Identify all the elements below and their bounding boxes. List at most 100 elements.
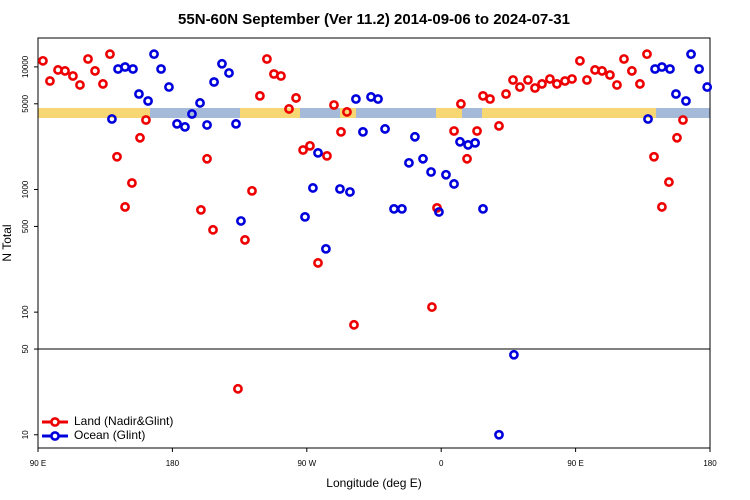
y-tick-label: 500 [21,219,30,233]
point [231,118,241,129]
point [322,150,332,161]
point [342,107,352,117]
point [345,187,355,197]
point [240,235,250,245]
point [143,96,153,106]
point [247,185,257,196]
point [112,151,122,162]
point [619,54,629,64]
point [582,75,592,85]
point [508,75,518,85]
point [209,77,219,87]
point [694,64,704,74]
point [678,115,688,125]
point [501,89,511,99]
x-tick-label: 180 [166,459,180,468]
point [298,145,308,155]
point [494,429,504,440]
point [397,203,407,214]
point [380,124,390,134]
y-tick-label: 1000 [21,180,30,198]
point [427,302,437,312]
point [224,68,234,78]
point [455,136,465,147]
point [657,202,667,212]
point [485,94,495,104]
point [389,203,399,214]
point [349,319,359,330]
point [462,153,472,164]
point [351,94,361,104]
x-tick-label: 180 [703,459,717,468]
x-tick-label: 90 E [567,459,583,468]
point [702,82,713,92]
point [233,383,243,394]
point [217,58,227,69]
point [90,66,100,76]
point [335,184,345,194]
point [128,64,138,74]
point [575,55,585,66]
y-tick-label: 100 [21,305,30,319]
point [313,147,323,158]
point [472,126,482,136]
y-axis-label: N Total [0,224,14,261]
point [120,202,130,212]
point [236,216,246,226]
point [358,126,368,137]
point [686,49,696,60]
point [671,89,681,99]
point [202,153,212,164]
point [127,178,137,188]
point [284,104,294,114]
point [276,71,286,81]
point [537,79,547,89]
point [456,99,466,109]
point [120,62,130,72]
point [426,167,436,177]
point [657,62,667,72]
x-axis-label: Longitude (deg E) [326,476,421,490]
x-tick-label: 90 E [30,459,46,468]
point [321,243,331,254]
point [38,55,48,66]
point [664,177,674,187]
point [509,349,519,360]
point [187,109,197,119]
point [643,114,653,124]
point [262,54,272,64]
legend-marker [50,417,60,427]
point [665,64,675,74]
point [642,49,652,60]
point [196,204,206,215]
point [308,183,318,193]
point [649,151,659,162]
point [373,94,383,104]
point [530,83,540,93]
point [612,80,622,90]
point [552,79,562,89]
point [83,54,93,64]
y-tick-label: 5000 [21,94,30,112]
land-ocean-strip [38,108,710,118]
x-tick-label: 0 [439,459,444,468]
legend-marker [50,431,60,441]
point [494,121,504,131]
point [305,140,315,151]
point [523,75,533,85]
point [336,126,346,137]
point [449,126,459,136]
legend-label: Ocean (Glint) [74,428,145,442]
y-tick-label: 50 [21,344,30,353]
point [404,157,414,168]
point [418,153,428,164]
y-tick-label: 10000 [21,55,30,78]
point [567,74,577,84]
point [291,93,301,103]
y-tick-label: 10 [21,430,30,439]
point [208,224,218,235]
point [202,120,212,130]
point [329,100,339,110]
point [635,79,645,89]
